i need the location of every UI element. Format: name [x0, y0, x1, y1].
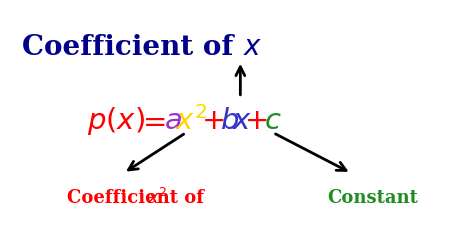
Text: $x^2$: $x^2$: [146, 188, 167, 208]
Text: $x$: $x$: [243, 34, 262, 60]
Text: $b$: $b$: [220, 107, 239, 135]
Text: $p(x)$: $p(x)$: [87, 105, 145, 137]
Text: Constant: Constant: [328, 189, 418, 207]
Text: $a$: $a$: [164, 107, 182, 135]
Text: $+$: $+$: [201, 107, 225, 135]
Text: $c$: $c$: [264, 107, 282, 135]
Text: $x$: $x$: [232, 107, 252, 135]
Text: Coefficient of: Coefficient of: [66, 189, 210, 207]
Text: $x^2$: $x^2$: [175, 106, 208, 136]
Text: $+$: $+$: [244, 107, 267, 135]
Text: $=$: $=$: [137, 107, 166, 135]
Text: Coefficient of: Coefficient of: [22, 34, 243, 60]
